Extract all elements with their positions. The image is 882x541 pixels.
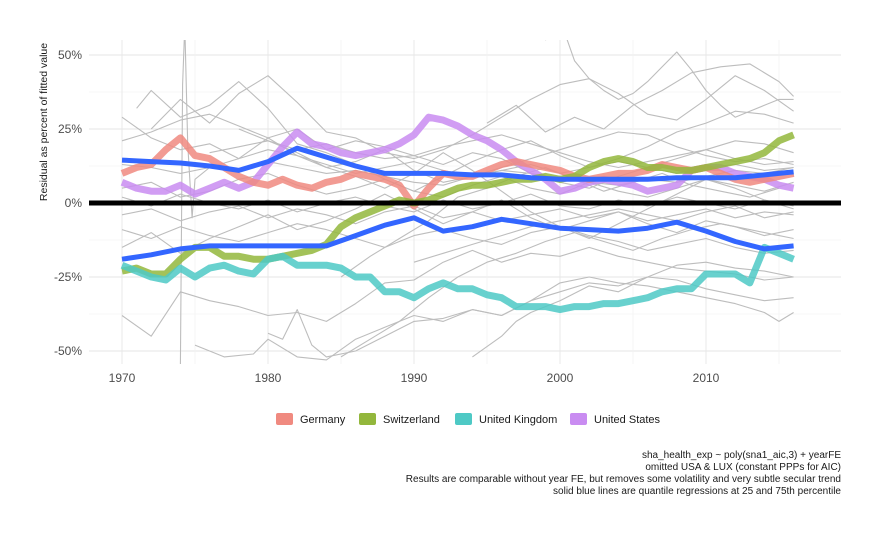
series-line-switzerland xyxy=(121,131,795,278)
legend-label-germany: Germany xyxy=(300,414,346,426)
background-series-line xyxy=(472,261,794,358)
y-axis-title: Residual as percent of fitted value xyxy=(38,43,50,201)
legend-label-switzerland: Switzerland xyxy=(383,414,440,426)
legend-swatch-united-states xyxy=(570,413,587,425)
y-tick-label: 0% xyxy=(65,196,83,210)
series-line-united-kingdom xyxy=(120,243,795,314)
x-tick-label: 1980 xyxy=(255,371,282,385)
background-series-line xyxy=(121,116,794,189)
legend-item-switzerland: Switzerland xyxy=(359,413,440,426)
legend: Germany Switzerland United Kingdom Unite… xyxy=(276,413,661,426)
legend-item-united-states: United States xyxy=(570,413,661,426)
caption-line: sha_health_exp ~ poly(sna1_aic,3) + year… xyxy=(642,450,841,461)
quantile-line-25th xyxy=(121,215,794,262)
legend-swatch-switzerland xyxy=(359,413,376,425)
quantile-line-75th xyxy=(121,145,794,182)
legend-item-germany: Germany xyxy=(276,413,346,426)
caption-line: Results are comparable without year FE, … xyxy=(406,474,841,485)
legend-label-united-kingdom: United Kingdom xyxy=(479,414,557,426)
x-axis-ticks: 1970 1980 1990 2000 2010 xyxy=(109,371,720,385)
y-tick-label: 50% xyxy=(58,48,82,62)
y-axis-ticks: 50% 25% 0% -25% -50% xyxy=(54,48,82,358)
quantile-regression-group xyxy=(121,145,794,262)
caption: sha_health_exp ~ poly(sna1_aic,3) + year… xyxy=(406,450,842,497)
y-tick-label: -50% xyxy=(54,344,82,358)
x-tick-label: 2010 xyxy=(693,371,720,385)
background-series-line xyxy=(486,63,794,133)
background-series-line xyxy=(340,223,794,358)
background-series-line xyxy=(121,246,794,337)
x-tick-label: 1990 xyxy=(401,371,428,385)
background-series-line xyxy=(121,193,794,254)
x-tick-label: 2000 xyxy=(547,371,574,385)
x-tick-label: 1970 xyxy=(109,371,136,385)
background-series-line xyxy=(209,134,794,169)
legend-swatch-united-kingdom xyxy=(455,413,472,425)
background-series-line xyxy=(121,223,794,254)
legend-swatch-germany xyxy=(276,413,293,425)
y-tick-label: 25% xyxy=(58,122,82,136)
legend-item-united-kingdom: United Kingdom xyxy=(455,413,557,426)
background-series-line xyxy=(121,205,794,225)
background-series-line xyxy=(545,40,794,118)
background-series-line xyxy=(136,81,794,192)
y-tick-label: -25% xyxy=(54,270,82,284)
caption-line: omitted USA & LUX (constant PPPs for AIC… xyxy=(645,462,841,473)
legend-label-united-states: United States xyxy=(594,414,661,426)
caption-line: solid blue lines are quantile regression… xyxy=(553,486,841,497)
background-series-line xyxy=(413,205,794,263)
